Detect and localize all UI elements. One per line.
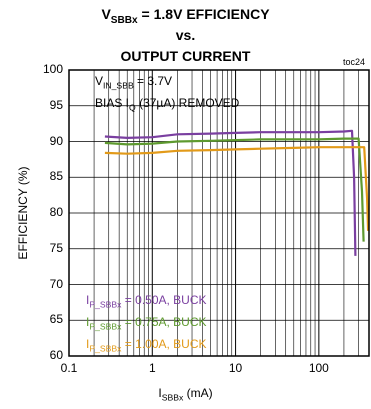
bias-annotation: BIAS IQ (37µA) REMOVED (95, 96, 240, 113)
y-axis-title: EFFICIENCY (%) (16, 166, 30, 260)
x-axis-title: ISBBx (mA) (158, 386, 213, 403)
x-tick-label: 1 (148, 361, 156, 375)
legend-item-075a: IP_SBBx = 0.75A, BUCK (86, 315, 207, 332)
legend-item-100a: IP_SBBx = 1.00A, BUCK (86, 337, 207, 354)
chart-title-line3: OUTPUT CURRENT (120, 48, 251, 64)
legend-item-050a-label: I (86, 293, 90, 307)
x-tick-label: 10 (228, 361, 243, 375)
y-tick-label: 60 (49, 348, 63, 362)
chart-title-line1: VSBBx = 1.8V EFFICIENCY (101, 6, 270, 26)
series-line-2 (104, 146, 370, 231)
y-tick-label: 75 (49, 240, 63, 255)
legend-item-050a: IP_SBBx = 0.50A, BUCK (86, 293, 207, 310)
y-tick-label: 65 (49, 312, 63, 327)
series-line-0 (104, 129, 357, 256)
y-tick-label: 70 (49, 276, 63, 291)
figure-tag: toc24 (343, 57, 366, 67)
x-tick-label: 100 (308, 361, 329, 375)
y-tick-label: 95 (49, 97, 63, 112)
chart-title-line2: vs. (175, 27, 196, 43)
vin-annotation: VIN_SBB = 3.7V (95, 74, 173, 91)
y-tick-label: 90 (49, 133, 63, 148)
legend-item-075a-label: I (86, 315, 90, 329)
grid-layer (69, 70, 369, 356)
plot-frame (68, 69, 370, 357)
y-tick-label: 80 (49, 205, 63, 219)
series-line-1 (104, 137, 365, 242)
y-tick-label: 85 (49, 169, 63, 184)
y-tick-label: 100 (42, 62, 63, 76)
series-layer (104, 129, 370, 256)
legend-item-100a-label: I (86, 337, 90, 351)
x-tick-label: 0.1 (60, 361, 78, 375)
